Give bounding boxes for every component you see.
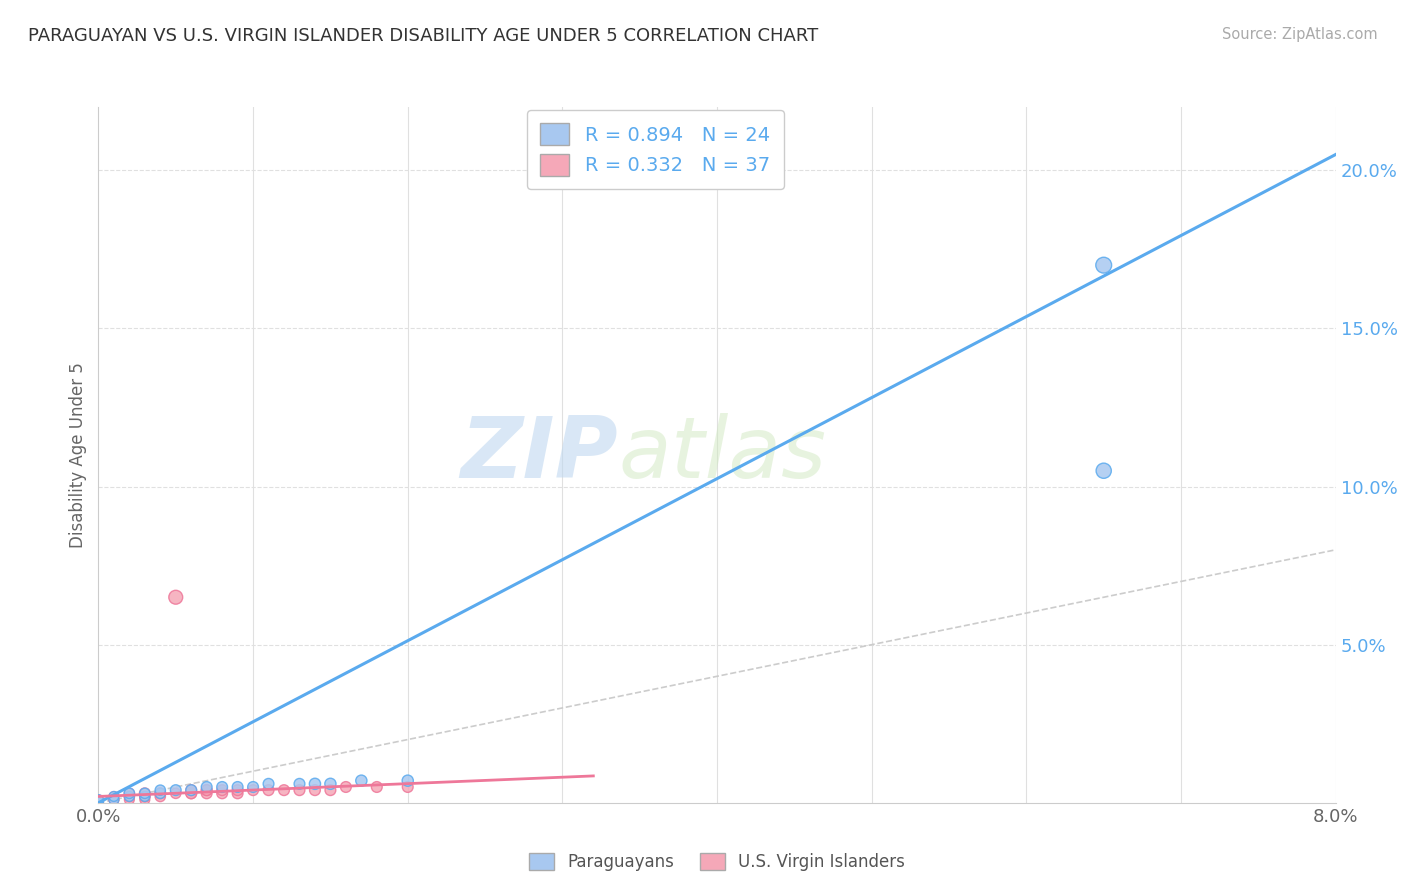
Text: Source: ZipAtlas.com: Source: ZipAtlas.com — [1222, 27, 1378, 42]
Point — [87, 792, 110, 806]
Point — [165, 786, 187, 800]
Point — [396, 773, 419, 788]
Point — [304, 777, 326, 791]
Point — [396, 780, 419, 794]
Point — [149, 789, 172, 804]
Point — [87, 796, 110, 810]
Point — [319, 783, 342, 797]
Point — [1092, 258, 1115, 272]
Point — [118, 789, 141, 804]
Point — [134, 792, 156, 806]
Point — [118, 792, 141, 806]
Point — [242, 780, 264, 794]
Point — [87, 792, 110, 806]
Point — [195, 783, 218, 797]
Point — [195, 783, 218, 797]
Point — [149, 783, 172, 797]
Point — [134, 786, 156, 800]
Point — [257, 777, 280, 791]
Point — [103, 792, 125, 806]
Point — [180, 783, 202, 797]
Point — [87, 796, 110, 810]
Point — [149, 786, 172, 800]
Point — [1092, 464, 1115, 478]
Point — [103, 792, 125, 806]
Text: PARAGUAYAN VS U.S. VIRGIN ISLANDER DISABILITY AGE UNDER 5 CORRELATION CHART: PARAGUAYAN VS U.S. VIRGIN ISLANDER DISAB… — [28, 27, 818, 45]
Point — [134, 786, 156, 800]
Point — [118, 786, 141, 800]
Point — [180, 786, 202, 800]
Point — [103, 789, 125, 804]
Point — [103, 789, 125, 804]
Point — [134, 789, 156, 804]
Point — [134, 789, 156, 804]
Legend: Paraguayans, U.S. Virgin Islanders: Paraguayans, U.S. Virgin Islanders — [523, 847, 911, 878]
Point — [273, 783, 295, 797]
Point — [366, 780, 388, 794]
Text: ZIP: ZIP — [460, 413, 619, 497]
Point — [304, 783, 326, 797]
Point — [211, 783, 233, 797]
Point — [335, 780, 357, 794]
Point — [118, 786, 141, 800]
Point — [165, 591, 187, 605]
Point — [149, 786, 172, 800]
Point — [288, 777, 311, 791]
Point — [134, 789, 156, 804]
Point — [288, 783, 311, 797]
Point — [211, 780, 233, 794]
Point — [180, 783, 202, 797]
Point — [195, 786, 218, 800]
Point — [226, 783, 249, 797]
Point — [242, 783, 264, 797]
Point — [211, 786, 233, 800]
Text: atlas: atlas — [619, 413, 827, 497]
Point — [87, 796, 110, 810]
Point — [257, 783, 280, 797]
Y-axis label: Disability Age Under 5: Disability Age Under 5 — [69, 362, 87, 548]
Point — [319, 777, 342, 791]
Point — [180, 786, 202, 800]
Point — [118, 789, 141, 804]
Point — [103, 792, 125, 806]
Point — [195, 780, 218, 794]
Point — [226, 786, 249, 800]
Point — [118, 789, 141, 804]
Point — [226, 780, 249, 794]
Point — [350, 773, 373, 788]
Point — [165, 783, 187, 797]
